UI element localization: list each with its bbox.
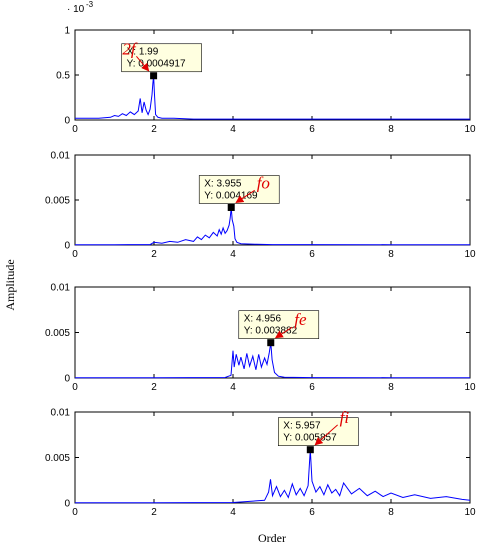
datatip-y-label: Y: 0.0004917 [127, 59, 186, 70]
x-tick-label: 0 [72, 382, 78, 393]
x-tick-label: 6 [309, 124, 315, 135]
x-tick-label: 4 [230, 382, 236, 393]
y-tick-label: 0 [64, 241, 70, 252]
datatip-x-label: X: 4.956 [244, 314, 282, 325]
x-tick-label: 10 [464, 382, 476, 393]
datatip-y-label: Y: 0.003882 [244, 326, 298, 337]
y-tick-label: 1 [64, 26, 70, 37]
datatip-box [121, 43, 202, 73]
y-tick-label: 0.01 [51, 408, 71, 419]
peak-annotation-label: fi [340, 408, 350, 427]
x-tick-label: 0 [72, 124, 78, 135]
x-tick-label: 10 [464, 507, 476, 518]
datatip-y-label: Y: 0.005857 [283, 433, 337, 444]
x-tick-label: 10 [464, 124, 476, 135]
x-tick-label: 8 [388, 249, 394, 260]
datatip-marker [227, 203, 235, 211]
plot-area [74, 411, 471, 504]
datatip-marker [267, 339, 275, 347]
peak-annotation-label: fe [294, 310, 307, 329]
x-tick-label: 6 [309, 249, 315, 260]
annotation-arrow [235, 189, 255, 204]
x-tick-label: 8 [388, 382, 394, 393]
x-tick-label: 6 [309, 382, 315, 393]
y-tick-label: 0.005 [45, 328, 70, 339]
datatip-x-label: X: 3.955 [204, 178, 242, 189]
spectrum-series-line [75, 207, 470, 246]
peak-annotation-label: fo [257, 173, 270, 192]
spectrum-series-line [75, 449, 471, 504]
x-tick-label: 2 [151, 507, 157, 518]
y-tick-label: 0.01 [51, 151, 71, 162]
x-tick-label: 10 [464, 249, 476, 260]
x-tick-label: 8 [388, 124, 394, 135]
datatip-y-label: Y: 0.004169 [204, 190, 258, 201]
annotation-arrow [314, 424, 338, 446]
x-axis-label: Order [258, 531, 286, 545]
x-tick-label: 2 [151, 382, 157, 393]
y-tick-label: 0 [64, 116, 70, 127]
peak-annotation-label: 2f [122, 39, 137, 58]
annotation-arrow [136, 55, 150, 72]
datatip-marker [306, 446, 314, 454]
y-tick-label: 0.5 [56, 71, 70, 82]
datatip-x-label: X: 1.99 [127, 47, 159, 58]
spectrum-series-line [75, 75, 470, 120]
x-tick-label: 2 [151, 249, 157, 260]
datatip-x-label: X: 5.957 [283, 421, 321, 432]
x-tick-label: 8 [388, 507, 394, 518]
x-tick-label: 4 [230, 124, 236, 135]
datatip-marker [150, 72, 158, 80]
annotation-arrow [274, 326, 293, 339]
y-exponent-power: -3 [86, 0, 94, 9]
x-tick-label: 0 [72, 507, 78, 518]
x-tick-label: 4 [230, 249, 236, 260]
x-tick-label: 6 [309, 507, 315, 518]
y-tick-label: 0.005 [45, 196, 70, 207]
y-tick-label: 0 [64, 499, 70, 510]
y-tick-label: 0 [64, 374, 70, 385]
y-axis-label: Amplitude [3, 259, 17, 310]
x-tick-label: 4 [230, 507, 236, 518]
y-tick-label: 0.005 [45, 453, 70, 464]
x-tick-label: 0 [72, 249, 78, 260]
y-tick-label: 0.01 [51, 283, 71, 294]
x-tick-label: 2 [151, 124, 157, 135]
spectrum-series-line [75, 342, 470, 379]
y-exponent-label: · 10 [67, 4, 85, 15]
